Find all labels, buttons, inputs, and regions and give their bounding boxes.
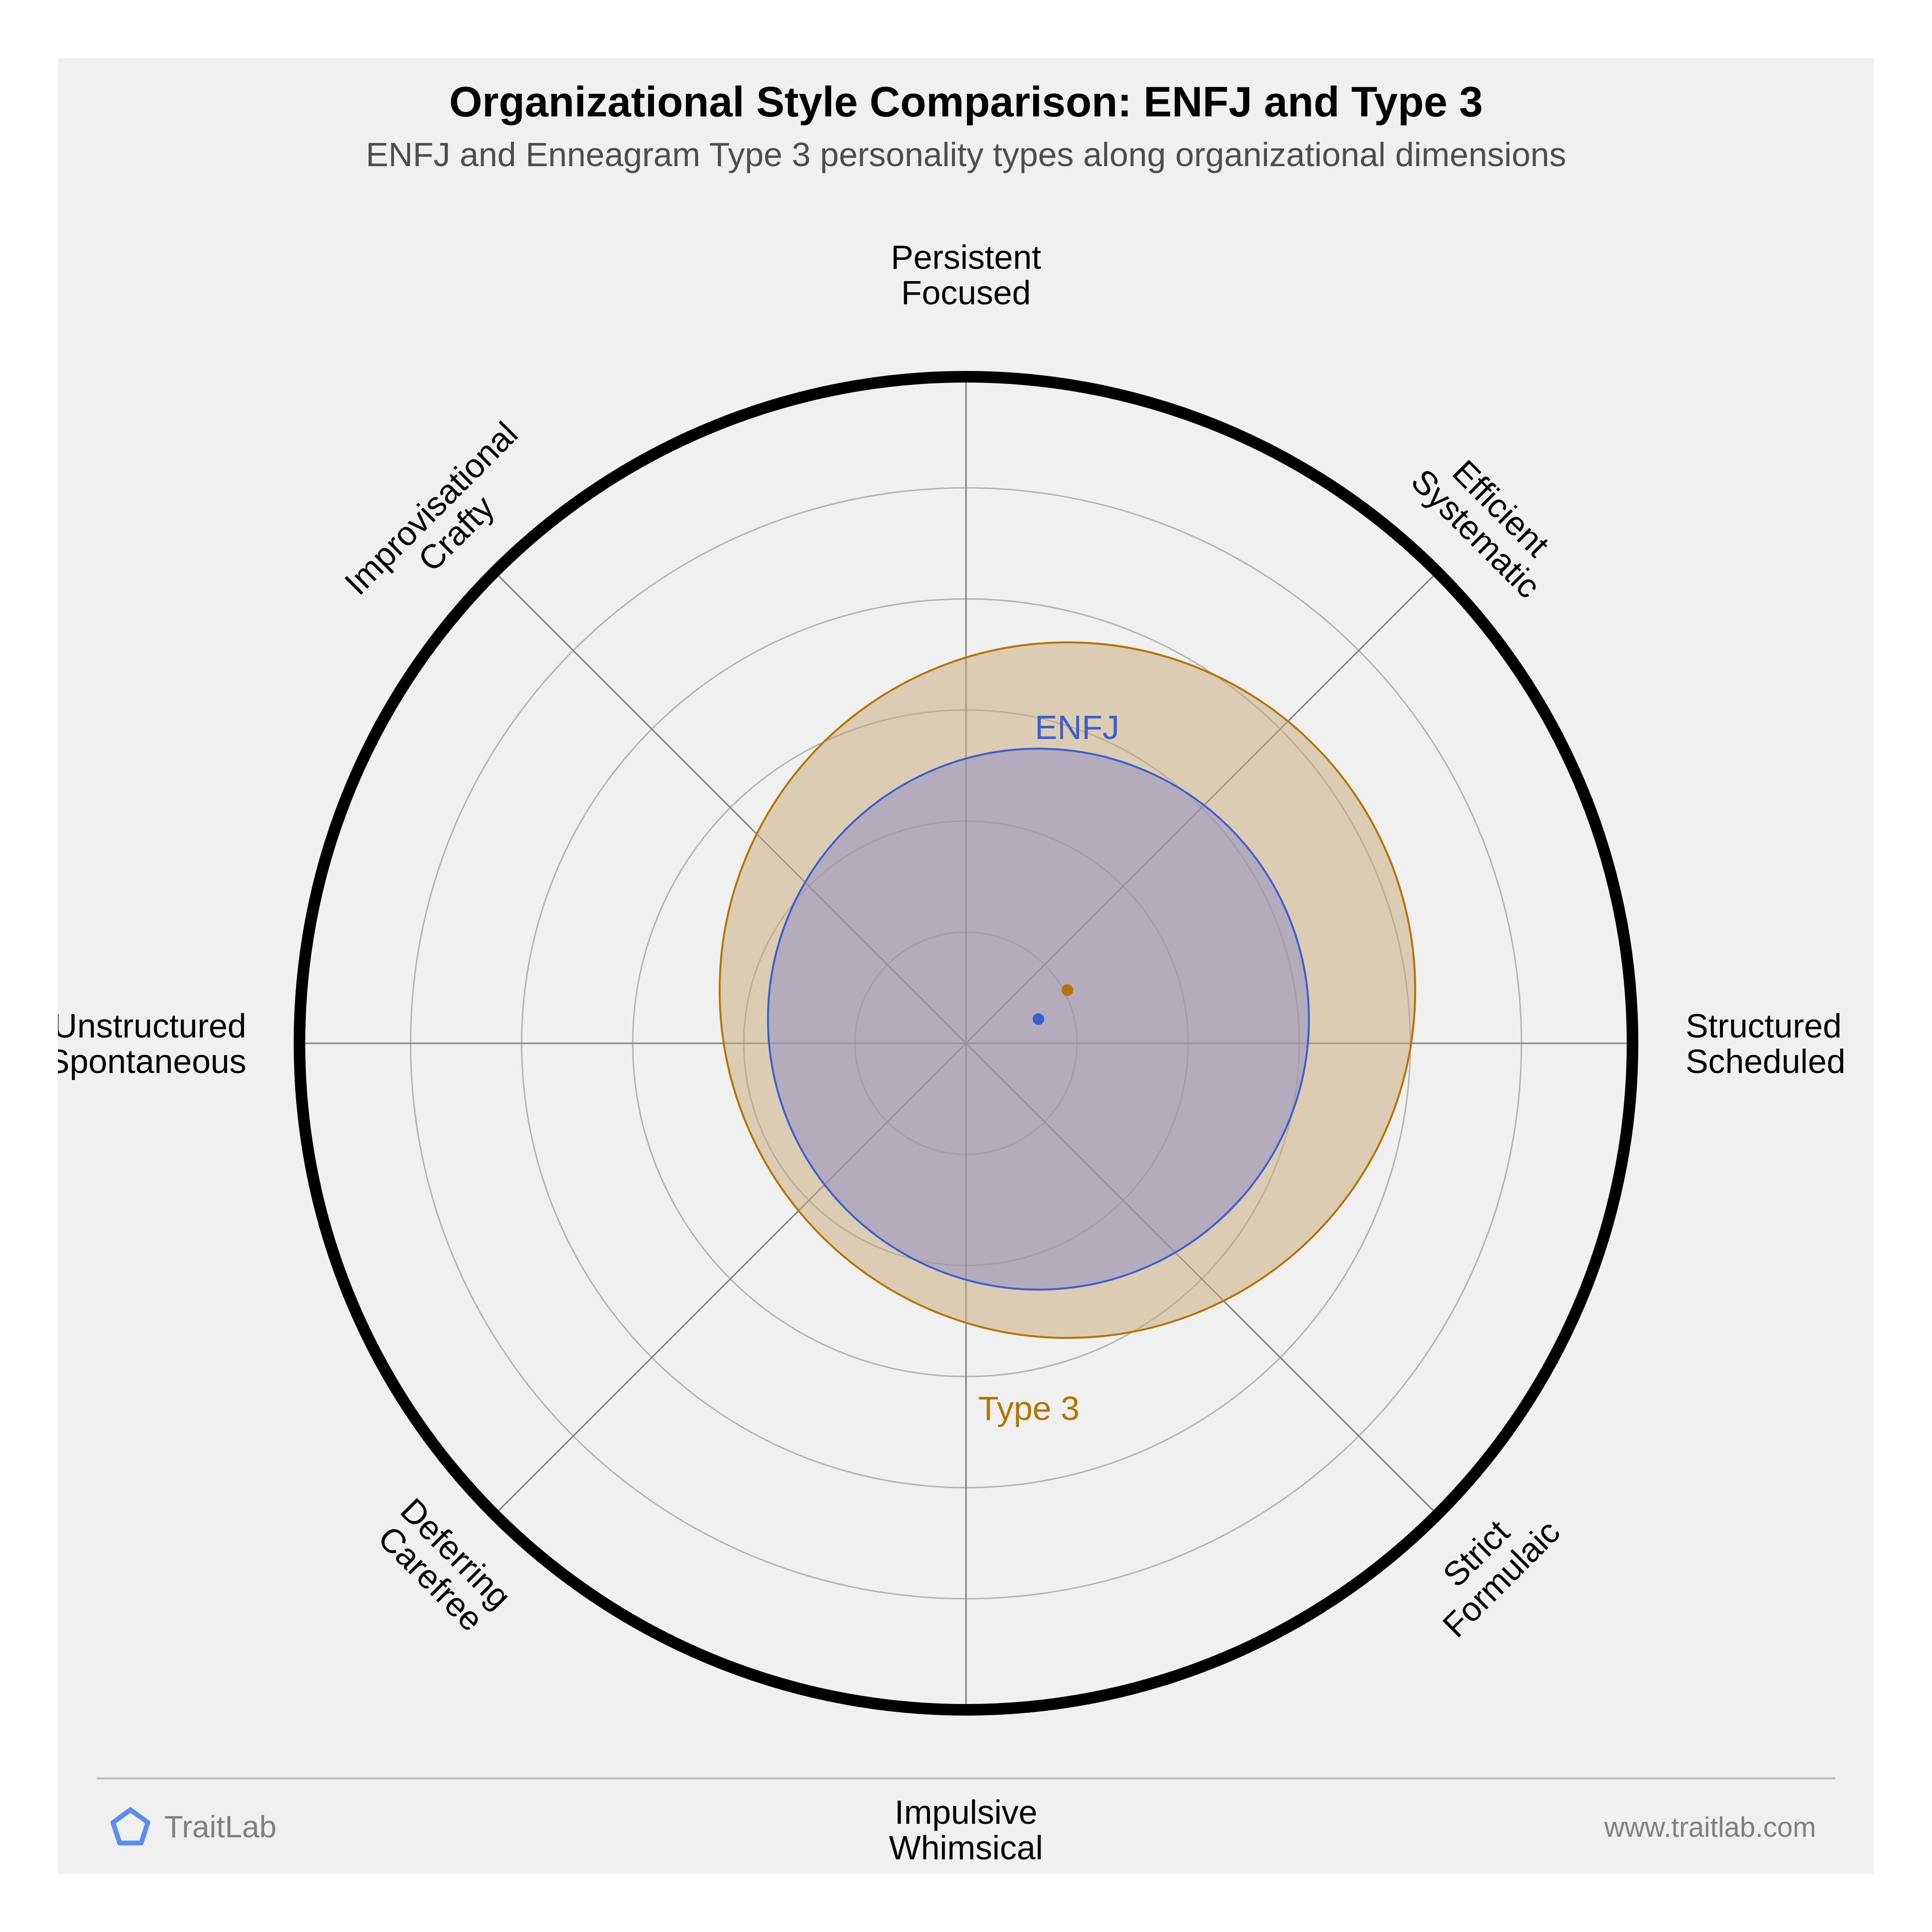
svg-text:Focused: Focused — [901, 274, 1031, 312]
svg-text:Impulsive: Impulsive — [895, 1793, 1037, 1831]
traitlab-logo-icon — [106, 1802, 155, 1850]
plot-area: Organizational Style Comparison: ENFJ an… — [58, 58, 1874, 1874]
svg-text:Spontaneous: Spontaneous — [58, 1042, 246, 1080]
svg-text:Structured: Structured — [1686, 1007, 1842, 1045]
brand-label: TraitLab — [164, 1809, 276, 1845]
svg-text:Type 3: Type 3 — [978, 1390, 1080, 1427]
svg-text:Unstructured: Unstructured — [58, 1007, 246, 1045]
footer-divider — [97, 1777, 1835, 1779]
svg-text:Persistent: Persistent — [891, 239, 1041, 276]
footer-url: www.traitlab.com — [1605, 1811, 1816, 1844]
svg-text:Scheduled: Scheduled — [1686, 1042, 1846, 1080]
radar-chart: Type 3ENFJPersistentFocusedEfficientSyst… — [58, 58, 1874, 1874]
svg-text:ENFJ: ENFJ — [1035, 709, 1120, 746]
svg-text:Whimsical: Whimsical — [889, 1829, 1043, 1867]
